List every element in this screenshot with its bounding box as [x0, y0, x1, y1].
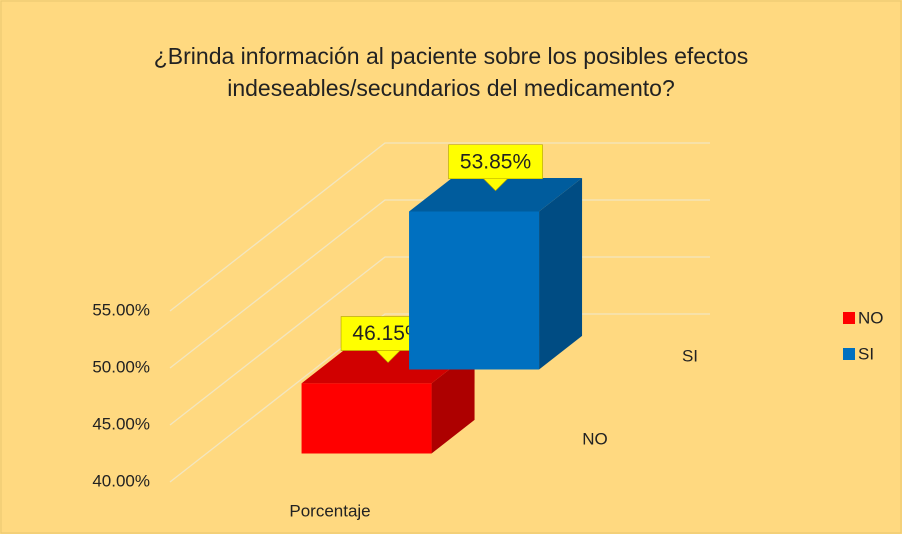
depth-label: NO [582, 429, 608, 448]
y-tick-label: 45.00% [92, 414, 150, 433]
bar-side [431, 349, 475, 454]
legend-swatch [843, 312, 855, 324]
grid-line [169, 142, 710, 312]
legend-label: NO [858, 308, 884, 327]
value-callout [448, 144, 543, 192]
grid-line [169, 199, 710, 369]
legend-swatch [843, 348, 855, 360]
y-tick-label: 55.00% [92, 300, 150, 319]
y-tick-label: 40.00% [92, 471, 150, 490]
x-tick-label: Porcentaje [289, 501, 370, 520]
bar-top [409, 177, 583, 212]
chart-title: ¿Brinda información al paciente sobre lo… [153, 43, 749, 101]
bar [301, 383, 432, 454]
grid-line [169, 313, 710, 483]
bar-side [539, 177, 583, 370]
value-label: 46.15% [352, 322, 423, 345]
depth-label: SI [682, 346, 698, 365]
value-label: 53.85% [460, 150, 531, 173]
grid-line [169, 256, 710, 426]
y-tick-label: 50.00% [92, 357, 150, 376]
bar [409, 211, 540, 370]
legend-label: SI [858, 344, 874, 363]
